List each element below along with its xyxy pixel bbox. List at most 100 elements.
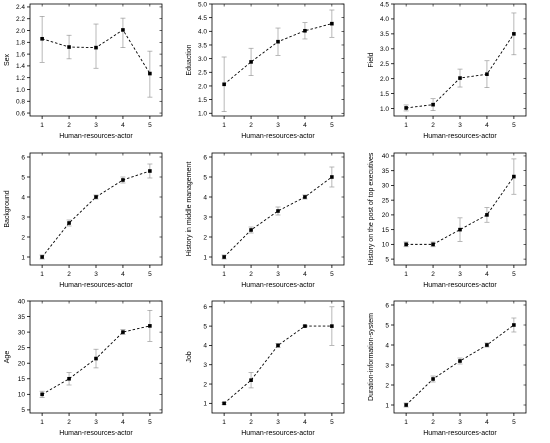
x-tick-label: 5 [148, 122, 152, 129]
y-tick-label: 2.0 [16, 28, 25, 35]
data-point [330, 324, 334, 328]
y-tick-label: 3 [385, 362, 389, 369]
y-tick-label: 25 [18, 345, 26, 352]
data-point [67, 45, 71, 49]
y-tick-label: 1 [21, 254, 25, 261]
y-tick-label: 2.4 [16, 4, 25, 11]
data-point [485, 72, 489, 76]
y-tick-label: 1 [203, 254, 207, 261]
data-point [404, 242, 408, 247]
data-point [40, 255, 44, 259]
x-tick-label: 2 [249, 419, 253, 426]
data-point [431, 102, 435, 107]
x-tick-label: 3 [276, 122, 280, 129]
x-tick-label: 3 [276, 271, 280, 278]
x-axis-label: Human-resources-actor [59, 430, 133, 437]
y-tick-label: 2 [385, 382, 389, 389]
x-tick-label: 4 [121, 271, 125, 278]
x-tick-label: 4 [303, 419, 307, 426]
y-tick-label: 1.0 [16, 87, 25, 94]
y-tick-label: 2.0 [380, 76, 389, 83]
x-tick-label: 5 [330, 271, 334, 278]
data-point [276, 343, 280, 348]
y-tick-label: 2 [203, 234, 207, 241]
y-tick-label: 35 [382, 168, 390, 175]
data-point [94, 195, 98, 199]
x-tick-label: 3 [458, 122, 462, 129]
y-tick-label: 2.0 [198, 83, 207, 90]
y-tick-label: 5 [385, 322, 389, 329]
data-point [485, 343, 489, 347]
data-point [94, 45, 98, 50]
data-point [222, 82, 226, 87]
y-axis-label: Sex [4, 53, 11, 66]
y-tick-label: 1.8 [16, 40, 25, 47]
y-tick-label: 6 [385, 302, 389, 309]
plot-frame [393, 300, 527, 414]
y-tick-label: 1.4 [16, 63, 25, 70]
y-tick-label: 5 [203, 323, 207, 330]
x-tick-label: 1 [404, 271, 408, 278]
x-tick-label: 3 [276, 419, 280, 426]
x-axis-label: Human-resources-actor [59, 282, 133, 289]
data-point [431, 242, 435, 247]
data-point [276, 209, 280, 213]
y-axis-label: History on the post of top executives [368, 152, 375, 265]
x-tick-label: 4 [121, 122, 125, 129]
y-tick-label: 20 [18, 361, 26, 368]
y-tick-label: 1.5 [380, 91, 389, 98]
data-point [249, 378, 253, 382]
y-tick-label: 6 [21, 154, 25, 161]
data-point [94, 356, 98, 361]
data-point [330, 21, 334, 26]
plot-frame [29, 152, 163, 266]
x-tick-label: 2 [67, 122, 71, 129]
y-tick-label: 10 [18, 392, 26, 399]
x-tick-label: 1 [404, 122, 408, 129]
x-tick-label: 3 [94, 271, 98, 278]
chart-panel-4: 1 2 3 4 5 1 2 3 4 5 6 Human-resources-actor Backgrou… [4, 152, 163, 289]
data-point [121, 330, 125, 334]
x-axis-label: Human-resources-actor [241, 282, 315, 289]
x-tick-label: 5 [330, 419, 334, 426]
data-point [404, 106, 408, 110]
y-axis-label: Field [368, 52, 375, 67]
series-line [405, 324, 515, 406]
x-tick-label: 4 [485, 122, 489, 129]
y-tick-label: 3.0 [380, 46, 389, 53]
chart-panel-1: 1 2 3 4 5 0.6 0.8 1.0 1.2 1.4 1.6 1.8 2.0 2.2 2.4 Human… [4, 3, 163, 140]
x-tick-label: 5 [148, 271, 152, 278]
y-tick-label: 6 [203, 154, 207, 161]
y-tick-label: 25 [382, 197, 390, 204]
chart-panel-7: 1 2 3 4 5 5 10 15 20 25 30 35 40 Human-resources-acto… [4, 298, 163, 437]
y-tick-label: 1.2 [16, 75, 25, 82]
data-point [303, 28, 307, 33]
data-point [222, 255, 226, 259]
y-tick-label: 5 [21, 174, 25, 181]
data-point [222, 401, 226, 406]
y-tick-label: 6 [203, 304, 207, 311]
y-tick-label: 2.5 [198, 70, 207, 77]
data-point [121, 28, 125, 32]
x-axis-label: Human-resources-actor [59, 133, 133, 140]
x-tick-label: 5 [330, 122, 334, 129]
x-tick-label: 1 [40, 419, 44, 426]
data-point [67, 221, 71, 225]
x-tick-label: 2 [67, 271, 71, 278]
x-tick-label: 3 [94, 419, 98, 426]
y-tick-label: 5 [21, 407, 25, 414]
y-tick-label: 0.6 [16, 110, 25, 117]
x-tick-label: 2 [431, 122, 435, 129]
y-tick-label: 20 [382, 212, 390, 219]
y-tick-label: 3.0 [198, 56, 207, 63]
plot-frame [211, 3, 345, 117]
x-tick-label: 1 [40, 271, 44, 278]
chart-panel-6: 1 2 3 4 5 5 10 15 20 25 30 35 40 Human-resources-acto… [368, 152, 527, 289]
y-tick-label: 1.5 [198, 97, 207, 104]
y-axis-label: History in middle management [186, 162, 193, 257]
x-tick-label: 2 [249, 122, 253, 129]
x-tick-label: 3 [458, 419, 462, 426]
chart-panel-2: 1 2 3 4 5 1.0 1.5 2.0 2.5 3.0 3.5 4.0 4.5 5.0 Human-re… [186, 1, 345, 140]
x-tick-label: 2 [431, 419, 435, 426]
y-tick-label: 40 [18, 298, 26, 305]
